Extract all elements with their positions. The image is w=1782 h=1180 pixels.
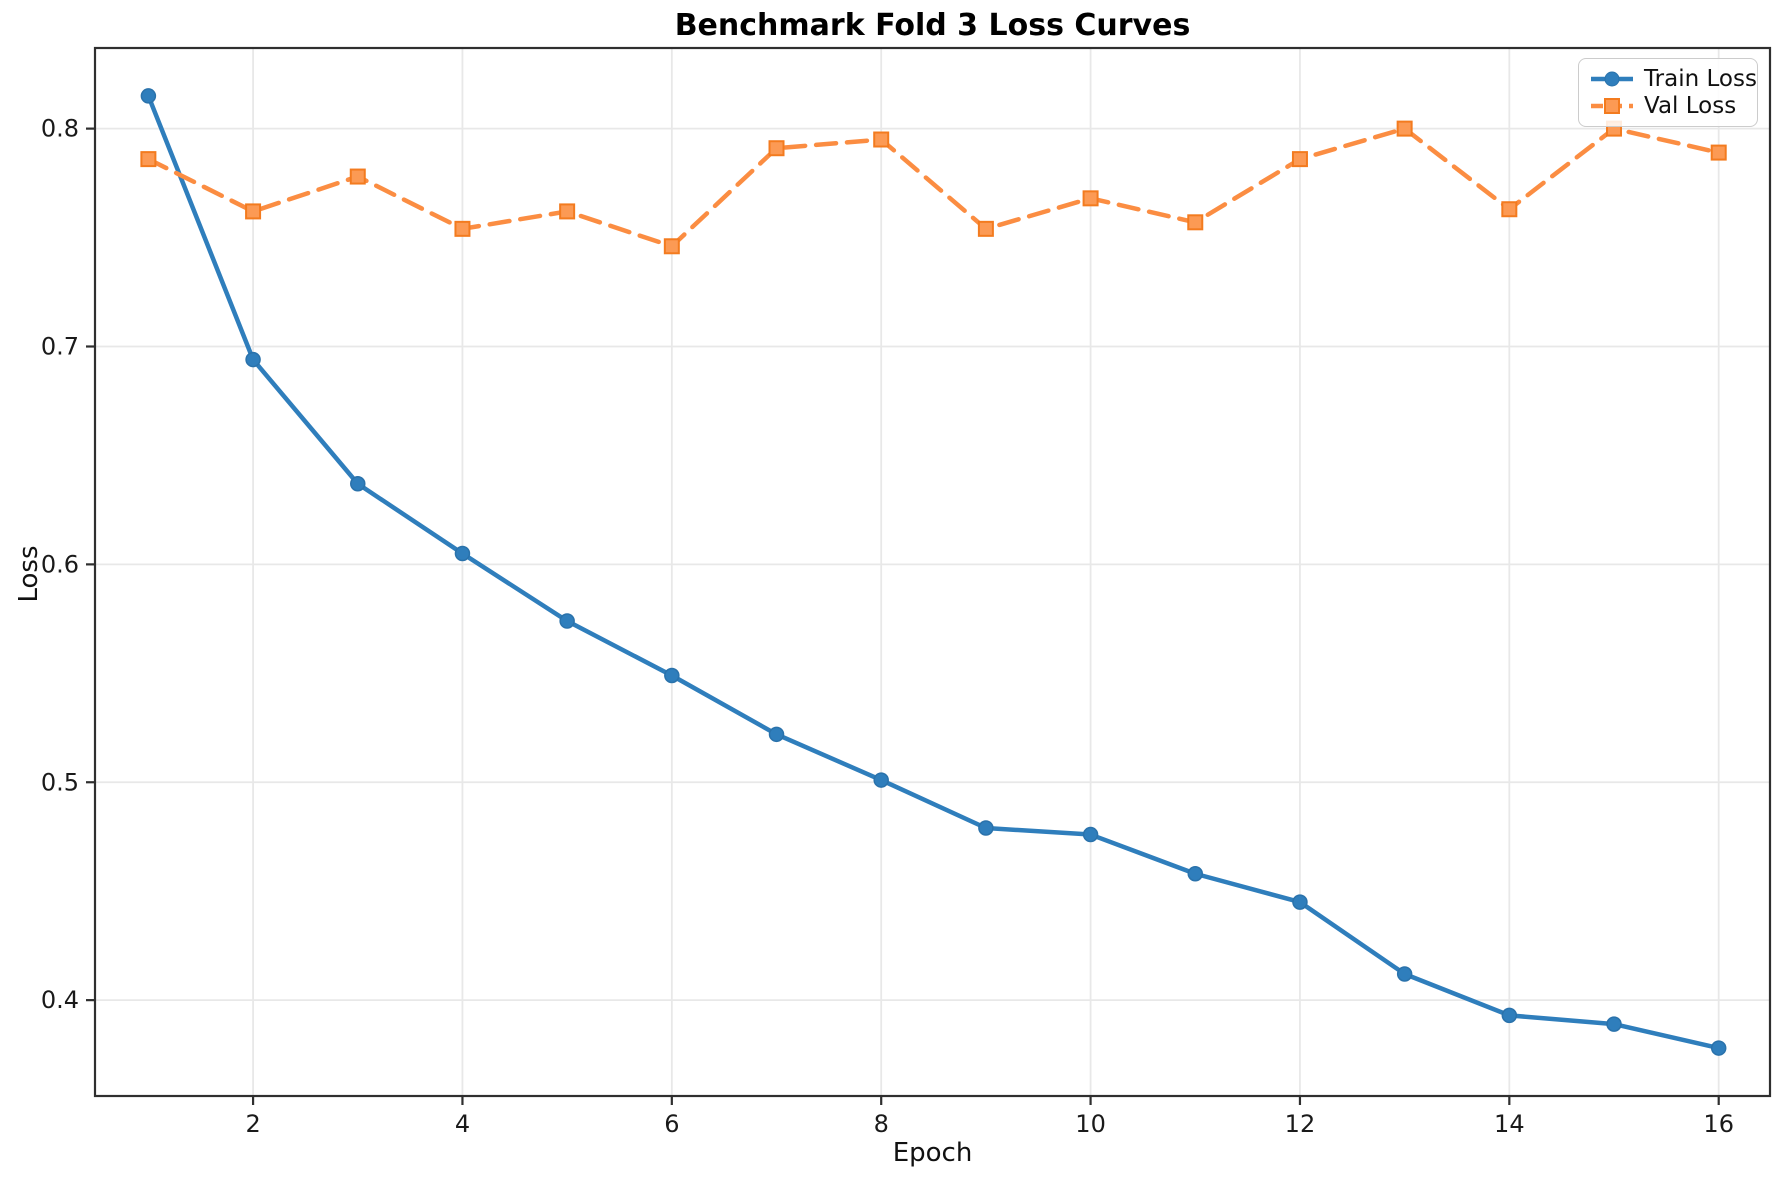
- val-loss-marker: [454, 220, 471, 237]
- val-loss-marker: [1187, 214, 1204, 231]
- val-loss-marker: [245, 203, 262, 220]
- x-tick-label: 4: [455, 1110, 470, 1138]
- train-loss-marker: [664, 667, 680, 684]
- train-loss-marker: [1187, 866, 1204, 882]
- y-tick-label: 0.8: [41, 115, 79, 143]
- chart-title: Benchmark Fold 3 Loss Curves: [674, 8, 1191, 43]
- x-tick-label: 8: [874, 1110, 889, 1138]
- train-loss-marker: [1082, 826, 1099, 843]
- x-tick-label: 2: [245, 1110, 260, 1138]
- train-loss-marker: [140, 88, 157, 104]
- legend-item-val-loss: Val Loss: [1589, 93, 1747, 120]
- val-loss-marker: [559, 203, 576, 220]
- axes-spines: [93, 46, 1772, 1098]
- train-loss-marker: [1292, 894, 1308, 910]
- legend-label-train-loss: Train Loss: [1644, 65, 1757, 92]
- val-loss-marker: [1291, 151, 1308, 168]
- val-loss-marker: [1396, 120, 1413, 137]
- val-loss-marker: [663, 238, 680, 255]
- val-loss-marker: [1082, 190, 1099, 207]
- train-loss-marker: [1396, 966, 1413, 982]
- train-loss-marker: [1710, 1040, 1727, 1056]
- y-tick-label: 0.4: [41, 986, 79, 1014]
- train-loss-marker: [873, 772, 889, 788]
- val-loss-marker: [768, 140, 785, 157]
- val-loss-marker: [349, 168, 366, 185]
- val-loss-legend-sample-icon: [1591, 98, 1633, 115]
- y-tick-label: 0.7: [41, 332, 79, 360]
- val-loss-marker: [140, 151, 157, 168]
- legend-label-val-loss: Val Loss: [1644, 93, 1737, 120]
- train-loss-legend-sample-icon: [1591, 71, 1633, 87]
- train-loss-marker: [1606, 1016, 1622, 1032]
- val-loss-line: [146, 126, 1721, 249]
- val-loss-marker: [873, 131, 890, 148]
- val-loss-marker: [1710, 144, 1727, 161]
- y-tick-label: 0.6: [41, 550, 79, 578]
- y-tick-label: 0.5: [41, 768, 79, 796]
- train-loss-marker: [1501, 1007, 1518, 1024]
- x-tick-label: 12: [1285, 1110, 1316, 1138]
- x-tick-label: 10: [1075, 1110, 1106, 1138]
- train-loss-marker: [978, 820, 994, 836]
- train-loss-marker: [350, 476, 366, 492]
- train-loss-line: [146, 93, 1721, 1051]
- val-loss-marker: [977, 220, 994, 237]
- val-loss-marker: [1501, 201, 1518, 218]
- x-axis-label: Epoch: [892, 1138, 973, 1168]
- train-loss-marker: [454, 545, 471, 562]
- train-loss-marker: [559, 613, 575, 629]
- x-tick-label: 14: [1494, 1110, 1525, 1138]
- y-axis-label: Loss: [14, 545, 44, 603]
- legend: Train Loss Val Loss: [1578, 58, 1758, 127]
- train-loss-marker: [245, 351, 261, 368]
- x-tick-label: 16: [1703, 1110, 1734, 1138]
- x-tick-label: 6: [664, 1110, 679, 1138]
- train-loss-marker: [768, 726, 785, 743]
- legend-item-train-loss: Train Loss: [1589, 65, 1757, 92]
